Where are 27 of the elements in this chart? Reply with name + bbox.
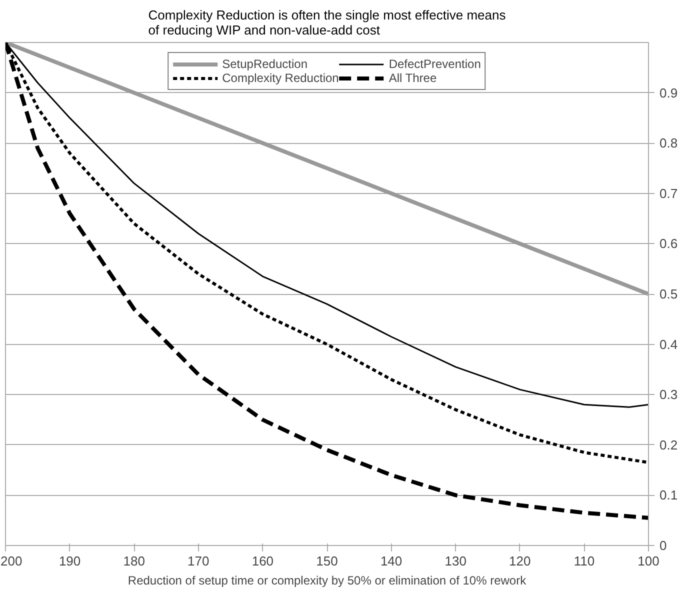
y-tick-label: 0.8	[660, 136, 678, 151]
x-tick-label: 110	[574, 554, 595, 568]
x-tick-label: 150	[316, 554, 338, 568]
y-tick-label: 0.4	[660, 336, 678, 352]
y-tick-label: 0.6	[660, 236, 678, 252]
x-tick-label: 120	[509, 554, 531, 568]
y-tick-label: 0.1	[660, 488, 678, 503]
legend-label: SetupReduction	[222, 57, 308, 71]
x-tick-label: 130	[444, 554, 466, 568]
y-tick-label: 0.3	[660, 387, 678, 402]
y-tick-label: 0.9	[660, 85, 678, 100]
x-tick-label: 100	[638, 554, 660, 568]
legend-label: Complexity Reduction	[222, 71, 339, 85]
x-tick-label: 160	[252, 554, 274, 568]
legend-label: All Three	[388, 71, 437, 85]
x-axis-title: Reduction of setup time or complexity by 50% or elimination of 10% rework	[128, 574, 528, 588]
x-tick-label: 190	[58, 554, 81, 568]
y-tick-label: 0	[660, 538, 667, 553]
x-tick-label: 200	[0, 554, 22, 568]
x-tick-label: 170	[188, 554, 210, 568]
legend-label: DefectPrevention	[388, 57, 481, 71]
y-tick-label: 0.7	[660, 186, 678, 201]
chart-title: Complexity Reduction is often the single most effective means of reducing WIP and non-value-add cost	[148, 8, 506, 38]
y-tick-label: 0.5	[660, 286, 678, 302]
x-tick-label: 180	[123, 554, 145, 568]
y-tick-label: 0.2	[660, 437, 678, 452]
x-tick-label: 140	[380, 554, 402, 568]
